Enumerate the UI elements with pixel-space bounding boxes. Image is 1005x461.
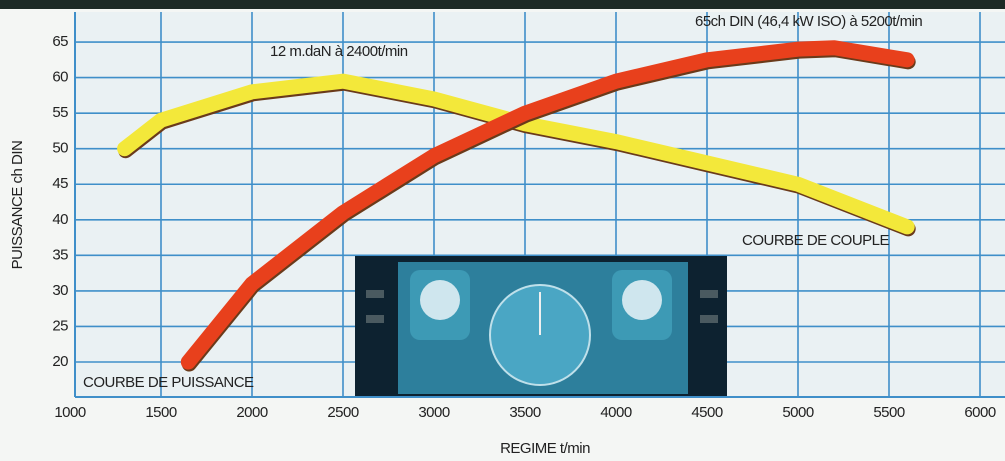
series-line (117, 73, 915, 235)
x-tick-label: 4500 (691, 404, 723, 421)
annotation: 65ch DIN (46,4 kW ISO) à 5200t/min (695, 13, 922, 30)
annotation: COURBE DE COUPLE (742, 232, 890, 249)
x-tick-label: 1500 (145, 404, 177, 421)
y-tick-label: 50 (52, 140, 68, 157)
annotation: COURBE DE PUISSANCE (83, 374, 254, 391)
series-line (180, 40, 915, 370)
y-axis-label: PUISSANCE ch DIN (9, 141, 26, 270)
y-tick-label: 30 (52, 282, 68, 299)
x-tick-label: 2000 (236, 404, 268, 421)
x-tick-label: 3500 (509, 404, 541, 421)
y-tick-label: 20 (52, 353, 68, 370)
x-tick-label: 6000 (964, 404, 996, 421)
x-axis-label: REGIME t/min (500, 440, 590, 457)
annotation: 12 m.daN à 2400t/min (270, 43, 408, 60)
y-tick-label: 45 (52, 175, 68, 192)
x-tick-label: 1000 (54, 404, 86, 421)
dashboard-photo (355, 256, 727, 398)
x-tick-label: 2500 (327, 404, 359, 421)
x-tick-label: 5500 (873, 404, 905, 421)
y-tick-label: 35 (52, 246, 68, 263)
x-tick-label: 4000 (600, 404, 632, 421)
y-tick-label: 40 (52, 211, 68, 228)
y-tick-label: 25 (52, 317, 68, 334)
top-band (0, 0, 1005, 9)
x-tick-label: 5000 (782, 404, 814, 421)
y-tick-label: 65 (52, 33, 68, 50)
y-tick-label: 55 (52, 104, 68, 121)
x-tick-label: 3000 (418, 404, 450, 421)
y-tick-label: 60 (52, 69, 68, 86)
